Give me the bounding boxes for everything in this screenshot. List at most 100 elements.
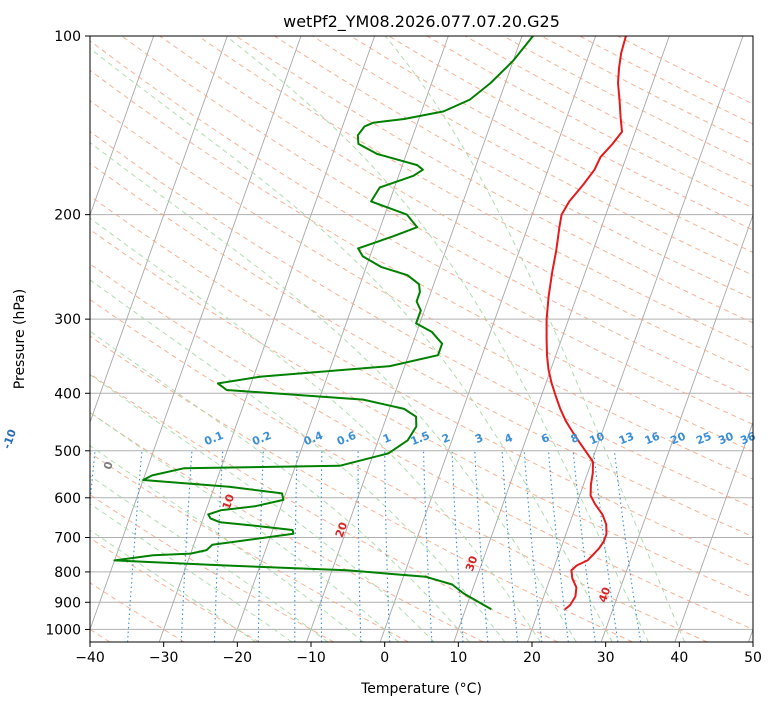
mixing-ratio-label: 6	[539, 431, 551, 446]
mixing-ratio-line	[422, 450, 433, 642]
mixing-ratio-label: 0.2	[250, 429, 273, 448]
mixing-ratio-label: 1	[381, 431, 393, 446]
x-axis-label: Temperature (°C)	[360, 681, 482, 697]
moist-adiabat	[90, 330, 470, 642]
dry-adiabat	[503, 36, 753, 166]
mixing-ratio-label: 30	[716, 430, 735, 448]
isotherm	[379, 36, 597, 642]
mixing-ratio-label: 13	[617, 430, 636, 448]
mixing-ratio-label: 20	[668, 430, 687, 448]
grid-layer	[0, 36, 753, 642]
moist-adiabat	[90, 374, 435, 642]
mixing-ratio-line	[320, 450, 323, 642]
mixing-ratio-line	[501, 450, 519, 642]
dry-adiabat-label: 40	[596, 585, 613, 604]
dry-adiabat	[90, 373, 559, 642]
dry-adiabat	[426, 36, 753, 209]
chart-title: wetPf2_YM08.2026.077.07.20.G25	[283, 12, 560, 32]
x-tick-label: 30	[597, 650, 615, 666]
dry-adiabat	[121, 36, 753, 399]
isotherm	[600, 213, 753, 642]
moist-adiabat	[90, 279, 506, 642]
mixing-ratio-line	[384, 450, 391, 642]
mixing-ratio-label: 10	[587, 430, 606, 448]
dry-adiabat	[90, 162, 753, 538]
moist-adiabat	[90, 217, 541, 642]
mixing-ratio-line	[572, 450, 596, 642]
isotherm	[90, 36, 302, 631]
mixing-ratio-line	[294, 450, 298, 642]
dry-adiabat	[579, 36, 753, 125]
isotherm	[232, 36, 449, 642]
mixing-ratio-label: 25	[694, 430, 713, 448]
mixing-ratio-line	[213, 450, 224, 642]
moist-adiabat	[90, 475, 328, 642]
moist-adiabat	[90, 141, 577, 642]
x-tick-label: 40	[670, 650, 688, 666]
isotherm	[674, 420, 753, 642]
y-tick-label: 1000	[45, 622, 81, 638]
mixing-ratio-line	[547, 450, 569, 642]
mixing-ratio-line	[127, 450, 143, 642]
isotherm	[0, 36, 6, 642]
dry-adiabat	[90, 412, 484, 642]
moist-adiabat	[90, 503, 293, 642]
mixing-ratio-label: 2	[440, 431, 452, 446]
dry-adiabat	[541, 36, 753, 145]
dry-adiabat	[90, 537, 260, 642]
y-tick-label: 600	[54, 491, 81, 507]
dry-adiabat	[90, 99, 753, 480]
dry-adiabat	[90, 69, 753, 453]
mixing-ratio-line	[451, 450, 464, 642]
dry-adiabat	[90, 335, 633, 642]
moist-adiabat	[90, 47, 613, 642]
moist-adiabat	[90, 529, 256, 642]
dry-adiabat	[90, 195, 753, 568]
x-tick-label: 10	[449, 650, 467, 666]
x-tick-label: −10	[296, 650, 326, 666]
dry-adiabat	[90, 494, 334, 642]
mixing-ratio-label: 0.1	[202, 429, 225, 448]
mixing-ratio-line	[613, 450, 642, 642]
y-tick-label: 500	[54, 444, 81, 460]
mixing-ratio-line	[257, 450, 264, 642]
isopleth-labels: -100-90-80-70-60-50-40-30-20-10010203040…	[0, 427, 758, 604]
isotherm	[748, 628, 753, 642]
y-tick-label: 800	[54, 565, 81, 581]
y-axis-label: Pressure (hPa)	[12, 289, 28, 389]
mixing-ratio-label: 3	[473, 431, 485, 446]
dry-adiabat	[617, 36, 753, 105]
dry-adiabat	[274, 36, 753, 300]
temperature-trace	[545, 36, 627, 611]
moist-adiabat	[384, 36, 686, 642]
dry-adiabat	[197, 36, 753, 348]
y-tick-label: 900	[54, 595, 81, 611]
dry-adiabat	[90, 263, 753, 630]
mixing-ratio-line	[474, 450, 489, 642]
dry-adiabat	[464, 36, 753, 187]
mixing-ratio-line	[180, 450, 193, 642]
mixing-ratio-label: 0.6	[335, 429, 358, 448]
y-tick-label: 200	[54, 208, 81, 224]
moist-adiabat	[90, 411, 399, 642]
mixing-ratio-line	[523, 450, 543, 642]
dry-adiabat	[90, 298, 708, 642]
y-tick-label: 400	[54, 386, 81, 402]
dry-adiabat	[90, 130, 753, 509]
mixing-ratio-line	[593, 450, 619, 642]
x-tick-label: −20	[223, 650, 253, 666]
isotherm	[158, 36, 376, 642]
dry-adiabat	[90, 452, 409, 642]
dry-adiabat	[90, 228, 753, 599]
mixing-ratio-label: 36	[738, 430, 757, 448]
y-tick-label: 300	[54, 312, 81, 328]
x-tick-label: −40	[75, 650, 105, 666]
dry-adiabat-label: 30	[463, 554, 480, 573]
isotherm	[90, 36, 155, 217]
mixing-ratio-label: 16	[643, 430, 662, 448]
plot-frame	[89, 35, 754, 643]
x-tick-label: 0	[380, 650, 389, 666]
mixing-ratio-label: 8	[569, 431, 581, 446]
dry-adiabat-label: 10	[220, 492, 237, 511]
